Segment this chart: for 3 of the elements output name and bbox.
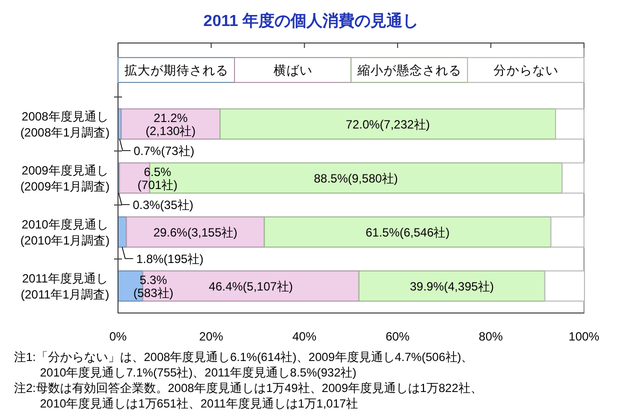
annotation: 注1:「分からない」は、2008年度見通し6.1%(614社)、2009年度見通し4.7%(506社)、 2010年度見通し7.1%(755社)、2011年度見通し8.5%(932社)	[14, 350, 474, 380]
annotation: 注2:母数は有効回答企業数。2008年度見通しは1万49社、2009年度見通しは1万822社、 2010年度見通しは1万651社、2011年度見通しは1万1,017社	[14, 381, 482, 410]
title: 2011 年度の個人消費の見通し	[203, 12, 419, 30]
